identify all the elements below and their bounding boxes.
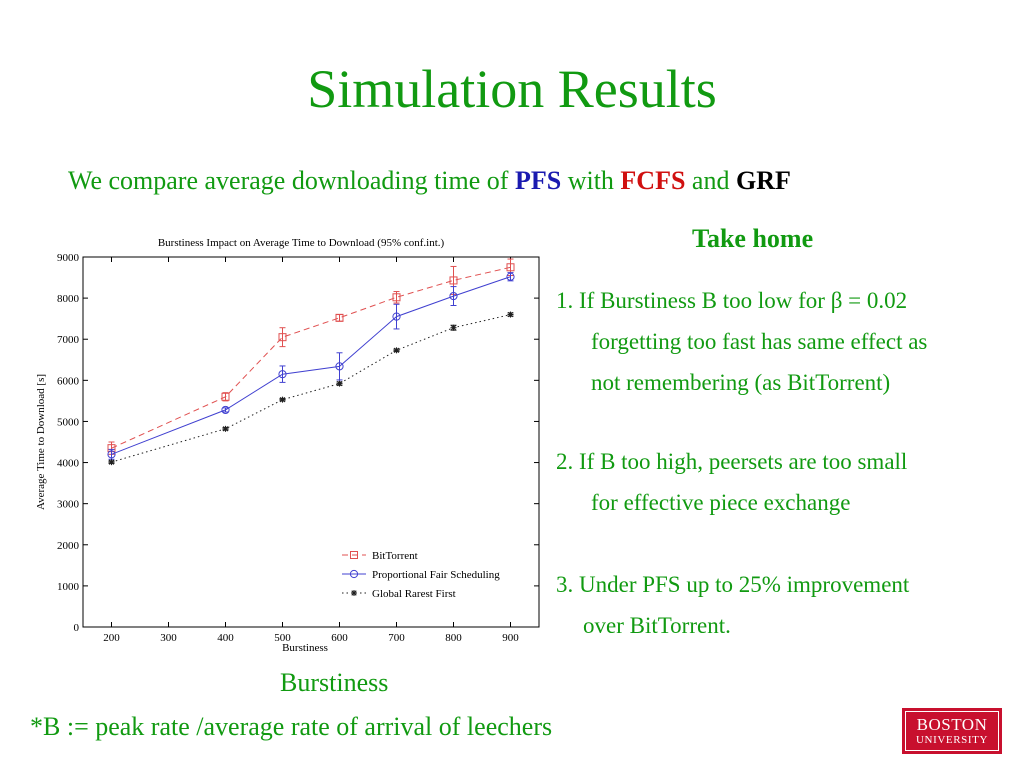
point-marker-0-3 <box>335 313 344 322</box>
y-tick-label-2: 2000 <box>57 540 80 552</box>
x-tick-label-6: 800 <box>445 632 462 644</box>
point-marker-0-6 <box>506 263 515 272</box>
x-tick-label-3: 500 <box>274 632 291 644</box>
slide-subtitle: We compare average downloading time of P… <box>68 166 791 196</box>
x-axis-caption: Burstiness <box>280 668 389 697</box>
slide-title: Simulation Results <box>307 59 717 119</box>
y-tick-label-0: 0 <box>74 622 80 634</box>
x-tick-label-7: 900 <box>502 632 519 644</box>
point-marker-0-1 <box>221 392 230 401</box>
y-tick-label-5: 5000 <box>57 416 80 428</box>
series-line-2 <box>111 314 511 463</box>
point-2-line-2: for effective piece exchange <box>591 490 851 515</box>
x-tick-label-4: 600 <box>331 632 348 644</box>
point-marker-2-5 <box>450 324 457 331</box>
burstiness-chart: Burstiness Impact on Average Time to Dow… <box>35 237 540 654</box>
point-marker-1-1 <box>221 405 230 415</box>
subtitle-prefix: We compare average downloading time of <box>68 166 515 195</box>
point-marker-0-5 <box>449 276 458 285</box>
chart-title: Burstiness Impact on Average Time to Dow… <box>158 237 445 249</box>
subtitle-fcfs: FCFS <box>620 166 686 195</box>
point-marker-0-2 <box>278 333 287 342</box>
boston-university-logo: BOSTON UNIVERSITY <box>902 708 1002 754</box>
point-marker-1-6 <box>506 272 515 281</box>
subtitle-and: and <box>685 166 736 195</box>
point-marker-1-3 <box>335 362 344 371</box>
point-1-line-1: 1. If Burstiness B too low for β = 0.02 <box>556 288 908 313</box>
point-3-line-2: over BitTorrent. <box>583 613 731 638</box>
x-tick-label-2: 400 <box>217 632 234 644</box>
x-tick-label-1: 300 <box>160 632 177 644</box>
point-marker-2-4-stroke-3 <box>393 347 400 354</box>
take-home-heading: Take home <box>692 224 814 253</box>
point-1-line-2: forgetting too fast has same effect as <box>591 329 928 354</box>
legend-marker-1 <box>349 569 359 579</box>
subtitle-grf: GRF <box>735 166 791 195</box>
x-tick-label-0: 200 <box>103 632 120 644</box>
point-marker-1-2 <box>278 370 287 379</box>
y-tick-label-1: 1000 <box>57 581 80 593</box>
logo-line-1: BOSTON <box>916 714 988 734</box>
point-marker-2-2-stroke-3 <box>279 396 286 403</box>
point-marker-0-4 <box>392 293 401 302</box>
point-marker-2-6 <box>507 311 514 318</box>
point-marker-2-3 <box>336 380 343 387</box>
subtitle-pfs: PFS <box>514 166 562 195</box>
y-tick-label-8: 8000 <box>57 293 80 305</box>
x-tick-label-5: 700 <box>388 632 405 644</box>
point-marker-2-2 <box>279 396 286 403</box>
legend-marker-2 <box>351 590 357 596</box>
take-home-point-1: 1. If Burstiness B too low for β = 0.02 … <box>556 280 1018 403</box>
y-tick-label-7: 7000 <box>57 334 80 346</box>
point-marker-2-1-stroke-3 <box>222 426 229 432</box>
point-2-line-1: 2. If B too high, peersets are too small <box>556 449 908 474</box>
point-marker-2-6-stroke-3 <box>507 311 514 318</box>
y-tick-label-4: 4000 <box>57 458 80 470</box>
legend-marker-0 <box>350 551 358 559</box>
y-tick-label-9: 9000 <box>57 252 80 264</box>
take-home-point-2: 2. If B too high, peersets are too small… <box>556 441 1018 523</box>
point-marker-2-0 <box>108 459 115 466</box>
point-marker-2-1 <box>222 425 229 432</box>
footnote: *B := peak rate /average rate of arrival… <box>30 712 553 741</box>
series-line-1 <box>111 276 511 455</box>
logo-line-2: UNIVERSITY <box>916 733 988 746</box>
take-home-point-3: 3. Under PFS up to 25% improvement over … <box>556 564 1018 646</box>
point-marker-1-4 <box>392 312 401 321</box>
legend-label-0: BitTorrent <box>372 550 418 562</box>
point-marker-2-5-stroke-3 <box>450 325 457 331</box>
legend-marker-2-stroke-3 <box>351 590 357 596</box>
legend-label-2: Global Rarest First <box>372 588 456 600</box>
plot-frame <box>82 256 540 628</box>
y-tick-label-3: 3000 <box>57 499 80 511</box>
y-tick-label-6: 6000 <box>57 375 80 387</box>
point-marker-2-3-stroke-3 <box>336 380 343 387</box>
subtitle-with: with <box>561 166 621 195</box>
legend-label-1: Proportional Fair Scheduling <box>372 569 500 581</box>
point-marker-1-0 <box>107 450 116 459</box>
point-3-line-1: 3. Under PFS up to 25% improvement <box>556 572 910 597</box>
y-axis-label: Average Time to Download [s] <box>35 374 47 510</box>
x-axis-label: Burstiness <box>282 642 328 654</box>
point-marker-1-5 <box>449 291 458 301</box>
point-1-line-3: not remembering (as BitTorrent) <box>591 370 891 395</box>
point-marker-2-4 <box>393 347 400 354</box>
point-marker-2-0-stroke-3 <box>108 459 115 465</box>
